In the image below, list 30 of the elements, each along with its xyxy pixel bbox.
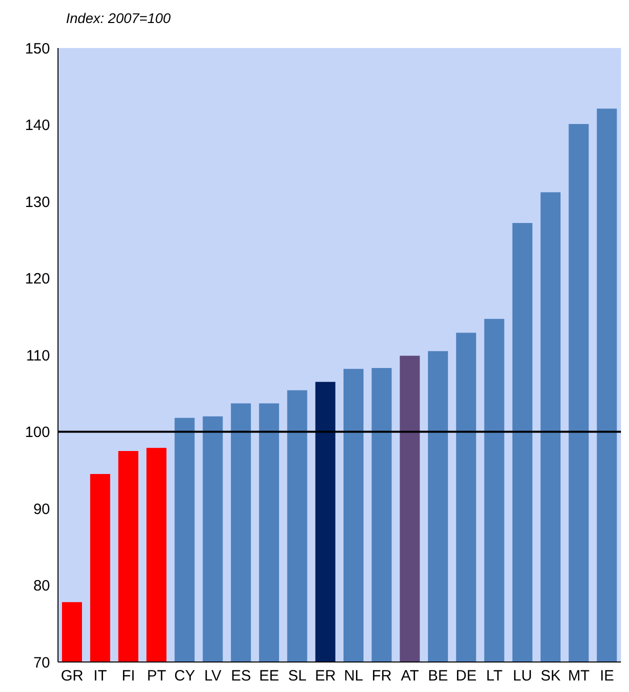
- y-tick-label: 80: [33, 578, 50, 595]
- x-tick-label: CY: [174, 668, 196, 685]
- x-tick-label: AT: [400, 668, 419, 685]
- x-tick-label: LU: [512, 668, 532, 685]
- x-tick-label: SL: [288, 668, 306, 685]
- x-tick-label: MT: [568, 668, 590, 685]
- x-tick-label: ER: [315, 668, 336, 685]
- y-tick-label: 100: [24, 424, 50, 442]
- x-tick-label: SK: [540, 668, 561, 685]
- x-tick-label: PT: [146, 668, 166, 685]
- x-tick-label: DE: [456, 668, 477, 685]
- x-tick-label: LT: [486, 668, 503, 685]
- y-tick-label: 150: [24, 40, 50, 58]
- x-tick-label: IE: [600, 668, 614, 685]
- y-tick-label: 120: [24, 270, 50, 288]
- y-tick-label: 90: [33, 500, 50, 518]
- y-axis-title: Index: 2007=100: [66, 10, 171, 26]
- x-tick-label: IT: [94, 668, 107, 685]
- y-tick-label: 130: [24, 194, 50, 211]
- x-tick-label: GR: [60, 668, 84, 685]
- x-tick-label: BE: [428, 668, 448, 685]
- y-tick-label: 140: [24, 117, 50, 134]
- x-tick-label: FI: [122, 668, 136, 685]
- x-tick-label: NL: [344, 668, 364, 685]
- x-tick-label: ES: [230, 668, 251, 685]
- y-tick-label: 70: [33, 654, 50, 672]
- y-tick-label: 110: [26, 347, 50, 364]
- x-tick-label: FR: [372, 668, 392, 685]
- x-tick-label: LV: [204, 668, 222, 685]
- x-tick-label: EE: [259, 668, 280, 685]
